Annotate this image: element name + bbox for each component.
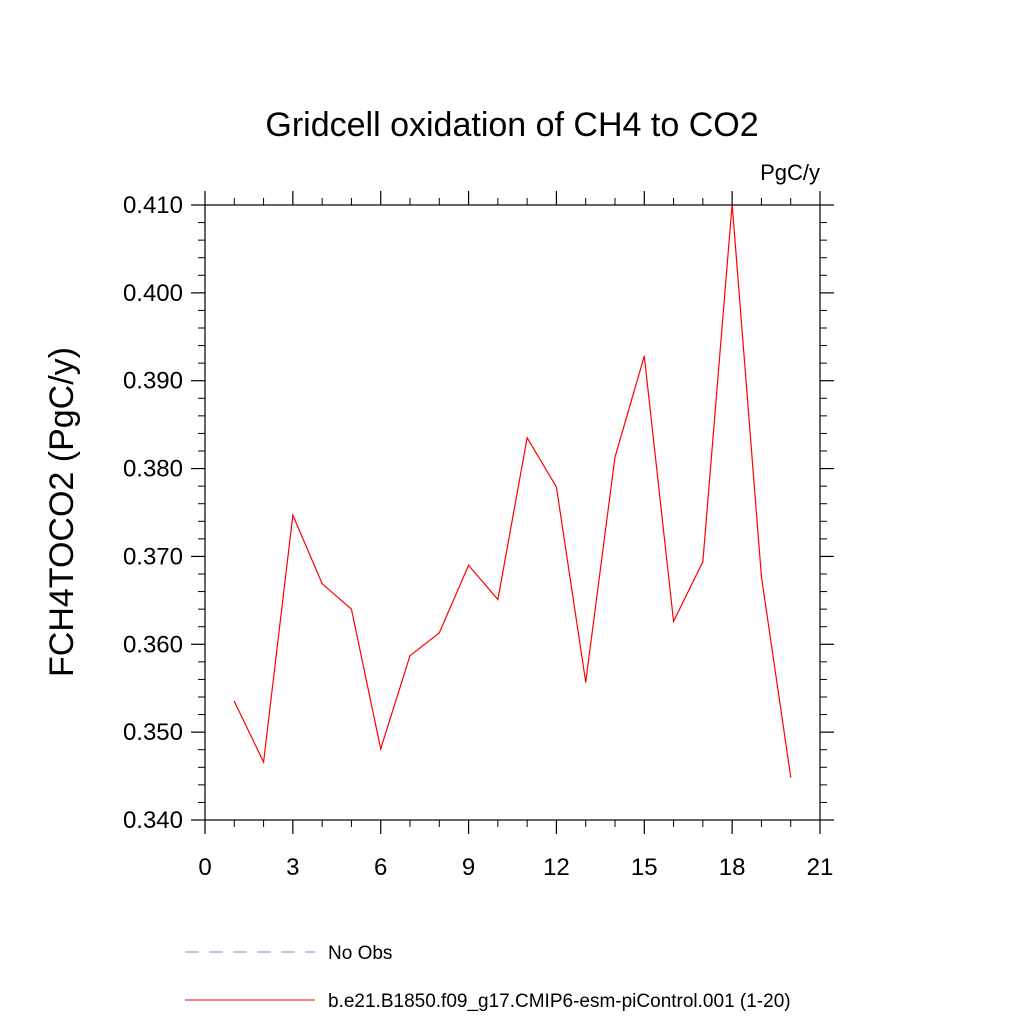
x-tick-label: 6	[374, 854, 387, 881]
data-point	[614, 456, 616, 458]
data-point	[497, 598, 499, 601]
data-point	[672, 620, 675, 623]
data-point	[438, 632, 440, 634]
legend-label: b.e21.B1850.f09_g17.CMIP6-esm-piControl.…	[328, 991, 791, 1012]
data-point	[555, 486, 558, 488]
series-line-1	[233, 204, 792, 778]
y-tick-labels: 0.340 0.350 0.360 0.370 0.380 0.390 0.400 0.410	[123, 192, 183, 834]
x-tick-label: 18	[719, 854, 746, 881]
data-point	[467, 564, 470, 566]
axis-ticks	[191, 191, 834, 834]
y-tick-label: 0.400	[123, 280, 183, 307]
x-tick-labels: 0 3 6 9 12 15 18 21	[198, 854, 833, 881]
data-point	[760, 576, 763, 578]
y-tick-label: 0.360	[123, 631, 183, 658]
plot-frame	[204, 204, 821, 821]
data-point	[526, 437, 528, 439]
x-tick-label: 15	[631, 854, 658, 881]
series-lines	[233, 203, 792, 778]
legend-label: No Obs	[328, 943, 392, 964]
y-tick-label: 0.350	[123, 719, 183, 746]
y-tick-label: 0.390	[123, 368, 183, 395]
units-label: PgC/y	[760, 160, 820, 185]
data-point	[702, 561, 704, 563]
x-tick-label: 0	[198, 854, 211, 881]
data-point	[262, 761, 265, 763]
y-tick-label: 0.380	[123, 456, 183, 483]
y-axis-label: FCH4TOCO2 (PgC/y)	[43, 347, 81, 677]
data-point	[585, 681, 587, 683]
chart-title: Gridcell oxidation of CH4 to CO2	[265, 106, 758, 144]
x-tick-label: 3	[286, 854, 299, 881]
data-point	[350, 608, 353, 610]
y-tick-label: 0.410	[123, 192, 183, 219]
x-tick-label: 9	[462, 854, 475, 881]
x-tick-label: 21	[807, 854, 834, 881]
data-point	[790, 776, 792, 778]
data-point	[292, 514, 294, 516]
legend: No Obs b.e21.B1850.f09_g17.CMIP6-esm-piCo…	[185, 943, 791, 1012]
y-tick-label: 0.340	[123, 807, 183, 834]
data-point	[380, 748, 382, 750]
data-point	[233, 700, 235, 702]
data-point	[321, 583, 323, 585]
y-tick-label: 0.370	[123, 543, 183, 570]
data-point	[409, 655, 411, 657]
x-tick-label: 12	[543, 854, 570, 881]
data-point	[643, 355, 645, 357]
